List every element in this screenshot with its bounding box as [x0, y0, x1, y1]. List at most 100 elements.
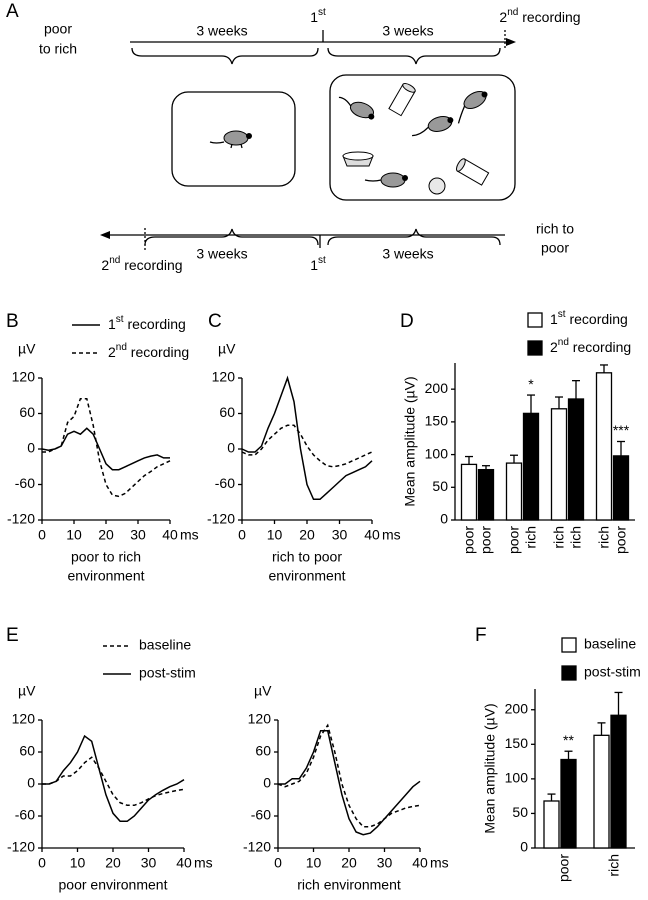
ball [428, 177, 446, 195]
y-tick-label: -60 [251, 807, 271, 823]
y-tick-label: 0 [227, 440, 235, 456]
series-line [241, 375, 373, 501]
series-line [41, 427, 170, 471]
period-label: 3 weeks [196, 246, 247, 262]
x-tick-label: 0 [274, 855, 282, 871]
cage-rich [329, 74, 516, 201]
y-tick-label: 0 [27, 440, 35, 456]
legend-label: 2nd recording [550, 337, 631, 355]
y-unit: µV [254, 683, 272, 699]
y-tick-label: 0 [440, 511, 448, 527]
x-axis-label: environment [268, 568, 345, 584]
timeline-start: rich to [536, 221, 574, 237]
y-tick-label: 120 [248, 711, 272, 727]
x-tick-label: 20 [341, 855, 357, 871]
panel-label: E [6, 625, 19, 646]
y-axis-label: Mean amplitude (µV) [402, 376, 418, 506]
x-tick-label: 10 [66, 527, 82, 543]
y-tick-label: 100 [425, 445, 449, 461]
x-tick-label: 40 [364, 527, 380, 543]
bar-label: poor [613, 526, 629, 554]
legend-swatch [561, 665, 577, 681]
series-line [277, 723, 421, 828]
panel-label: A [6, 1, 19, 22]
bar [522, 412, 540, 521]
x-tick-label: 10 [267, 527, 283, 543]
x-tick-label: rich [606, 854, 622, 877]
x-axis-label: rich to poor [272, 549, 342, 565]
dish [342, 151, 374, 167]
x-tick-label: 20 [105, 855, 121, 871]
y-tick-label: -60 [15, 807, 35, 823]
legend-label: post-stim [584, 664, 641, 680]
x-unit: ms [430, 855, 449, 871]
x-tick-label: 20 [98, 527, 114, 543]
legend-swatch [561, 637, 577, 653]
bar-label: rich [551, 526, 567, 549]
y-tick-label: 60 [255, 743, 271, 759]
y-tick-label: 60 [19, 743, 35, 759]
bar [550, 408, 568, 521]
bar-label: rich [523, 526, 539, 549]
tube [456, 158, 490, 186]
x-unit: ms [194, 855, 213, 871]
timeline-start: poor [44, 21, 72, 37]
bar [593, 734, 610, 849]
brace [327, 47, 501, 65]
significance: ** [563, 732, 574, 748]
arrowhead [100, 231, 110, 239]
x-tick-label: 0 [38, 527, 46, 543]
mouse [209, 130, 252, 149]
y-tick-label: 120 [212, 369, 236, 385]
timeline-mid: 1st [310, 255, 326, 273]
x-tick-label: 0 [238, 527, 246, 543]
legend-label: baseline [584, 636, 636, 652]
bar-label: rich [568, 526, 584, 549]
significance: * [528, 376, 534, 392]
y-tick-label: 100 [505, 770, 529, 786]
y-tick-label: -60 [215, 475, 235, 491]
tube [388, 83, 416, 117]
y-tick-label: 50 [432, 478, 448, 494]
x-tick-label: 20 [299, 527, 315, 543]
y-tick-label: 150 [505, 735, 529, 751]
legend-label: baseline [139, 637, 191, 653]
x-tick-label: 40 [412, 855, 428, 871]
x-tick-label: 10 [70, 855, 86, 871]
bar [612, 455, 630, 521]
y-tick-label: 200 [505, 700, 529, 716]
y-axis-label: Mean amplitude (µV) [482, 703, 498, 833]
bar-label: rich [596, 526, 612, 549]
bar [595, 372, 613, 521]
series-line [278, 729, 421, 836]
cage-poor [171, 91, 296, 187]
y-unit: µV [218, 341, 236, 357]
x-tick-label: 30 [332, 527, 348, 543]
x-tick-label: 40 [176, 855, 192, 871]
panel-a: A poor to rich 3 weeks 3 weeks 1st 2nd r… [6, 1, 581, 273]
bar-label: poor [506, 526, 522, 554]
legend-label: 1st recording [108, 314, 186, 332]
legend-label: 2nd recording [108, 342, 189, 360]
bar [543, 800, 560, 849]
mouse [364, 172, 408, 188]
legend-swatch [527, 312, 543, 328]
y-tick-label: 200 [425, 380, 449, 396]
bar [567, 398, 585, 521]
y-tick-label: -120 [7, 511, 35, 527]
mouse [457, 90, 488, 124]
period-label: 3 weeks [382, 246, 433, 262]
y-unit: µV [18, 683, 36, 699]
timeline-start: poor [541, 240, 569, 256]
x-axis-label: poor environment [59, 877, 168, 893]
y-tick-label: 120 [12, 711, 36, 727]
x-tick-label: 30 [141, 855, 157, 871]
series-line [42, 397, 171, 498]
y-tick-label: 50 [512, 804, 528, 820]
mouse [412, 116, 454, 137]
y-tick-label: -60 [15, 475, 35, 491]
legend-swatch [527, 340, 543, 356]
x-tick-label: 0 [38, 855, 46, 871]
y-tick-label: -120 [207, 511, 235, 527]
